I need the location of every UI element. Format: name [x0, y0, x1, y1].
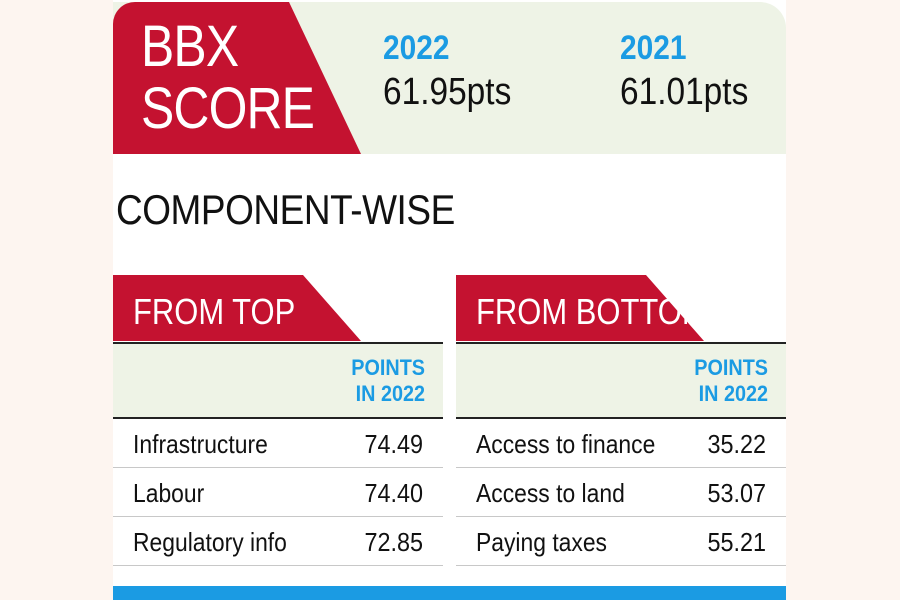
row-separator	[456, 516, 786, 517]
panel-from-top: FROM TOP POINTS IN 2022 Infrastructure 7…	[113, 275, 443, 568]
panel-title: FROM BOTTOM	[476, 291, 708, 332]
row-separator	[113, 516, 443, 517]
divider	[456, 417, 786, 419]
year-label: 2021	[620, 29, 687, 67]
bottom-accent-strip	[113, 586, 786, 600]
row-separator	[113, 467, 443, 468]
divider	[113, 342, 443, 344]
component-value: 74.40	[364, 478, 423, 508]
points-label-line-2: IN 2022	[698, 381, 768, 406]
row-separator	[113, 565, 443, 566]
component-name: Regulatory info	[133, 527, 287, 557]
table-row: Infrastructure 74.49	[113, 420, 443, 468]
panel-title: FROM TOP	[133, 291, 296, 332]
component-value: 55.21	[707, 527, 766, 557]
component-name: Access to land	[476, 478, 625, 508]
logo-line-2: SCORE	[141, 76, 315, 141]
divider	[113, 417, 443, 419]
table-row: Access to finance 35.22	[456, 420, 786, 468]
table-row: Regulatory info 72.85	[113, 518, 443, 566]
panel-from-bottom: FROM BOTTOM POINTS IN 2022 Access to fin…	[456, 275, 786, 568]
bbx-score-title: BBX SCORE	[141, 14, 315, 141]
points-column-header: POINTS IN 2022	[642, 355, 768, 407]
points-label-line-1: POINTS	[694, 355, 768, 380]
logo-line-1: BBX	[141, 14, 239, 79]
divider	[456, 342, 786, 344]
component-value: 74.49	[364, 429, 423, 459]
component-value: 35.22	[707, 429, 766, 459]
score-2021: 2021 61.01pts	[620, 28, 766, 114]
year-score-value: 61.01pts	[620, 71, 749, 113]
score-2022: 2022 61.95pts	[383, 28, 529, 114]
column-header-band	[456, 344, 786, 418]
points-label-line-2: IN 2022	[355, 381, 425, 406]
table-row: Labour 74.40	[113, 469, 443, 517]
points-label-line-1: POINTS	[351, 355, 425, 380]
year-score-value: 61.95pts	[383, 71, 512, 113]
component-value: 72.85	[364, 527, 423, 557]
row-separator	[456, 565, 786, 566]
component-name: Infrastructure	[133, 429, 268, 459]
component-name: Labour	[133, 478, 205, 508]
component-name: Paying taxes	[476, 527, 608, 557]
component-name: Access to finance	[476, 429, 656, 459]
points-column-header: POINTS IN 2022	[299, 355, 425, 407]
column-header-band	[113, 344, 443, 418]
component-value: 53.07	[707, 478, 766, 508]
year-label: 2022	[383, 29, 450, 67]
table-row: Paying taxes 55.21	[456, 518, 786, 566]
row-separator	[456, 467, 786, 468]
infographic-card: BBX SCORE 2022 61.95pts 2021 61.01pts CO…	[113, 0, 786, 600]
table-row: Access to land 53.07	[456, 469, 786, 517]
section-title: COMPONENT-WISE	[116, 186, 455, 233]
